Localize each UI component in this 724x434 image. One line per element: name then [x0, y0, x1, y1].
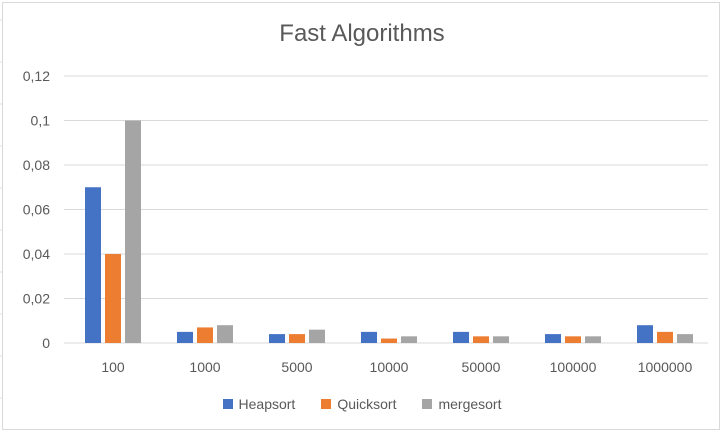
y-tick-label: 0,1	[31, 113, 51, 129]
x-tick-label: 1000	[189, 359, 220, 375]
bar-mergesort-1000	[217, 325, 233, 343]
chart-title: Fast Algorithms	[279, 20, 445, 47]
legend-item-heapsort: Heapsort	[222, 396, 296, 412]
bars	[85, 120, 693, 343]
x-axis-labels: 100 1000 5000 10000 50000 100000 1000000	[101, 359, 692, 375]
bar-heapsort-100	[85, 187, 101, 343]
bar-mergesort-1000000	[677, 334, 693, 343]
bar-heapsort-1000	[177, 331, 193, 343]
bar-quicksort-10000	[381, 338, 397, 343]
bar-quicksort-1000	[197, 327, 213, 343]
x-tick-label: 100000	[550, 359, 597, 375]
gridlines	[64, 75, 708, 344]
legend-item-mergesort: mergesort	[422, 396, 501, 412]
bar-mergesort-100	[125, 120, 141, 343]
bar-heapsort-1000000	[637, 325, 653, 343]
y-axis-labels: 0 0,02 0,04 0,06 0,08 0,1 0,12	[23, 68, 50, 351]
x-tick-label: 10000	[370, 359, 409, 375]
bar-heapsort-5000	[269, 334, 285, 343]
legend-item-quicksort: Quicksort	[321, 396, 396, 412]
y-tick-label: 0,06	[23, 202, 50, 218]
y-tick-label: 0,12	[23, 68, 50, 84]
bar-mergesort-100000	[585, 336, 601, 343]
bar-mergesort-50000	[493, 336, 509, 343]
chart-area[interactable]	[2, 2, 720, 430]
y-tick-label: 0,08	[23, 157, 50, 173]
legend-label-heapsort: Heapsort	[238, 396, 296, 412]
legend-label-mergesort: mergesort	[438, 396, 502, 412]
bar-quicksort-100000	[565, 336, 581, 343]
x-tick-label: 5000	[281, 359, 312, 375]
bar-mergesort-5000	[309, 329, 325, 343]
bar-quicksort-1000000	[657, 331, 673, 343]
x-tick-label: 100	[101, 359, 125, 375]
legend-label-quicksort: Quicksort	[337, 396, 397, 412]
bar-mergesort-10000	[401, 336, 417, 343]
x-tick-label: 1000000	[638, 359, 693, 375]
legend: Heapsort Quicksort mergesort	[0, 396, 724, 412]
bar-quicksort-5000	[289, 334, 305, 343]
x-tick-label: 50000	[462, 359, 501, 375]
bar-heapsort-100000	[545, 334, 561, 343]
bar-heapsort-10000	[361, 331, 377, 343]
bar-quicksort-100	[105, 254, 121, 343]
bar-heapsort-50000	[453, 331, 469, 343]
bar-quicksort-50000	[473, 336, 489, 343]
legend-swatch-heapsort	[222, 399, 233, 409]
legend-swatch-mergesort	[422, 399, 433, 409]
y-tick-label: 0,04	[23, 246, 50, 262]
legend-swatch-quicksort	[321, 399, 332, 409]
y-tick-label: 0	[42, 335, 50, 351]
y-tick-label: 0,02	[23, 291, 50, 307]
